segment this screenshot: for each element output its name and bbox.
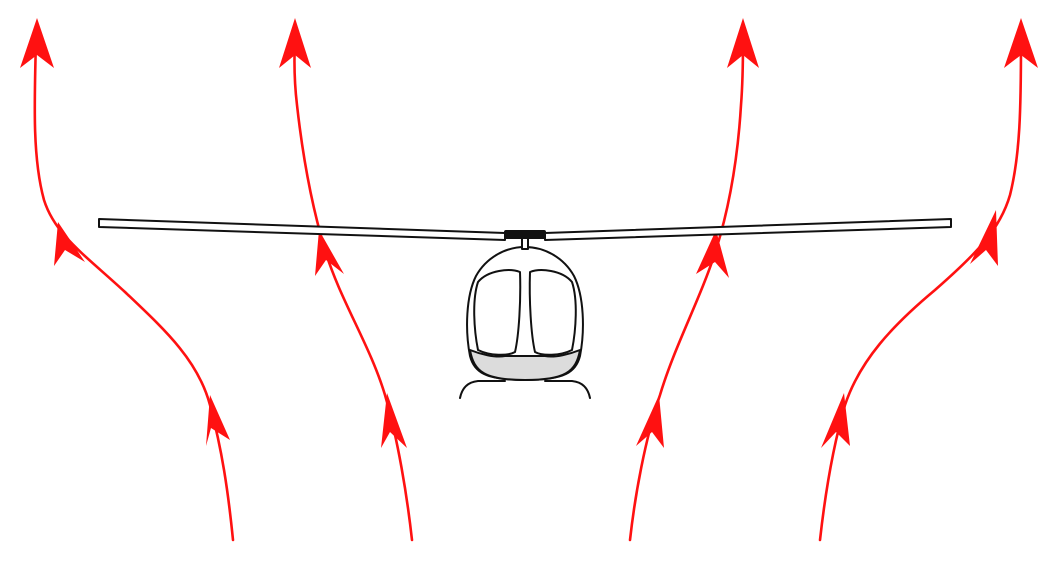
airflow-streamline-inner-right <box>628 18 759 542</box>
arrowhead-icon <box>727 18 759 68</box>
airflow-streamline-far-right <box>818 18 1038 542</box>
airflow-line-inner-left <box>293 38 414 542</box>
airflow-streamlines <box>20 18 1038 542</box>
arrowhead-icon <box>381 393 407 448</box>
left-rotor-blade <box>98 218 506 241</box>
right-windshield <box>528 269 577 356</box>
arrowhead-icon <box>821 393 850 448</box>
arrowhead-icon <box>279 18 311 68</box>
arrowhead-icon <box>1004 18 1038 68</box>
right-skid <box>544 380 591 399</box>
rotor-hub <box>504 230 546 239</box>
arrowhead-icon <box>315 230 344 276</box>
arrowhead-icon <box>636 395 664 448</box>
airflow-line-inner-right <box>628 38 745 542</box>
airflow-streamline-far-left <box>20 18 235 542</box>
right-rotor-blade <box>544 218 952 241</box>
helicopter-icon <box>98 218 952 399</box>
lower-body <box>469 349 581 381</box>
left-windshield <box>473 269 522 356</box>
airflow-line-far-right <box>818 38 1023 542</box>
arrowhead-icon <box>54 222 85 266</box>
airflow-streamline-inner-left <box>279 18 414 542</box>
arrowhead-icon <box>970 210 998 266</box>
left-skid <box>459 380 506 399</box>
arrowhead-icon <box>696 230 729 278</box>
arrowhead-icon <box>206 395 230 446</box>
arrowhead-icon <box>20 18 54 68</box>
airflow-line-far-left <box>33 38 235 542</box>
